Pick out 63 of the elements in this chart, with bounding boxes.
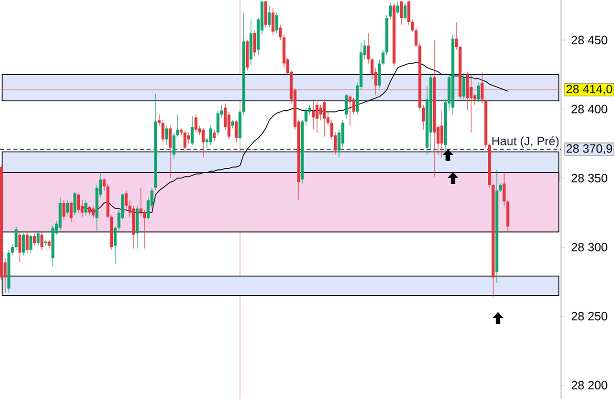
candlestick <box>216 110 220 136</box>
candlestick <box>172 132 176 160</box>
candlestick <box>477 82 480 102</box>
candlestick <box>264 1 268 28</box>
candlestick <box>234 120 238 142</box>
candlestick <box>440 110 444 158</box>
candlestick <box>84 200 88 216</box>
candlestick <box>275 12 278 34</box>
candlestick <box>312 99 315 130</box>
candlestick <box>44 240 47 246</box>
candlestick <box>161 120 164 142</box>
candlestick <box>253 30 256 57</box>
candlestick <box>268 5 271 28</box>
candlestick <box>165 125 168 146</box>
y-tick-label: 28 300 <box>572 242 608 252</box>
candlestick <box>70 201 73 223</box>
candlestick <box>66 200 69 216</box>
candlestick <box>462 72 466 100</box>
candlestick <box>18 232 22 263</box>
candlestick <box>22 233 25 256</box>
candlestick <box>388 2 392 20</box>
candlestick <box>194 114 198 133</box>
candlestick <box>143 210 146 249</box>
candlestick <box>92 205 95 218</box>
candlestick <box>470 74 473 133</box>
y-tick-label: 28 200 <box>572 380 608 390</box>
candlestick <box>422 104 425 130</box>
candlestick <box>272 8 274 35</box>
candlestick <box>212 129 216 142</box>
y-tick-label: 28 450 <box>572 36 608 44</box>
candlestick <box>33 233 36 246</box>
candlestick <box>158 114 161 126</box>
y-tick-label: 28 350 <box>572 174 608 182</box>
candlestick <box>466 71 469 111</box>
candlestick <box>480 71 484 104</box>
candlestick <box>228 112 230 140</box>
candlestick <box>77 192 80 213</box>
candlestick <box>502 172 506 206</box>
candlestick <box>102 178 106 191</box>
candlestick <box>202 128 205 158</box>
candlestick <box>400 1 403 26</box>
candlestick <box>322 99 326 137</box>
candlestick <box>62 200 66 220</box>
candlestick <box>26 232 29 253</box>
candlestick <box>344 94 348 120</box>
candlestick <box>319 104 322 120</box>
candlestick <box>404 2 407 20</box>
candlestick <box>183 130 186 151</box>
y-tick-label: 28 250 <box>572 312 608 320</box>
candlestick <box>139 187 142 216</box>
candlestick <box>36 230 40 246</box>
candlestick <box>316 102 318 133</box>
ref-line-label: 28 414,0 <box>566 84 612 95</box>
candlestick <box>73 192 76 216</box>
candlestick <box>209 125 212 146</box>
y-tick-label: 28 400 <box>572 104 608 114</box>
candlestick <box>187 132 190 144</box>
candlestick <box>348 94 352 126</box>
ref-line-label: 28 370,9 <box>566 144 612 154</box>
candlestick <box>88 205 92 216</box>
candlestick <box>29 234 32 253</box>
annotation: Haut (J, Pré) <box>492 136 559 148</box>
candlestick <box>40 232 44 250</box>
